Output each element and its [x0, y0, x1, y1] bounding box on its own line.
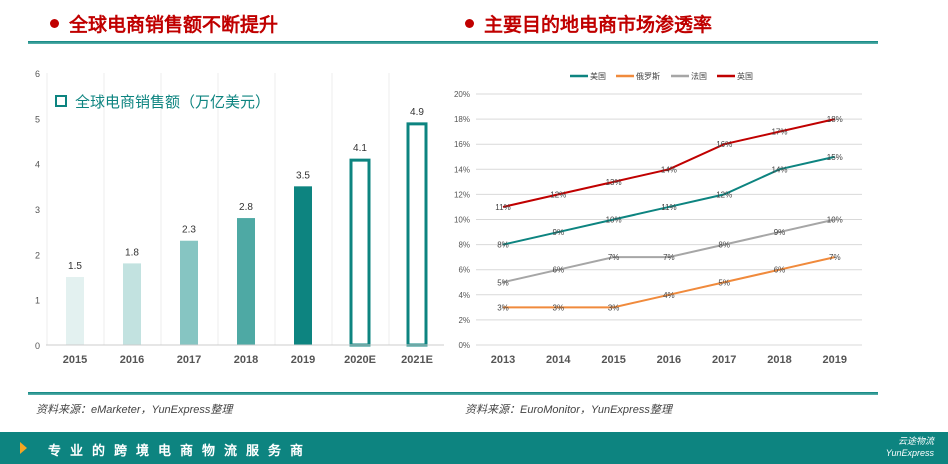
data-label: 9%	[774, 228, 786, 237]
data-label: 10%	[606, 216, 622, 225]
y-tick-label: 14%	[454, 165, 470, 174]
bar	[237, 218, 255, 345]
y-tick-label: 0%	[458, 341, 470, 350]
x-tick-label: 2020E	[344, 354, 376, 366]
data-label: 8%	[497, 241, 509, 250]
y-tick-label: 5	[35, 114, 40, 124]
bar	[66, 277, 84, 345]
y-tick-label: 20%	[454, 90, 470, 99]
bullet-icon	[50, 19, 59, 28]
legend-label: 法国	[691, 71, 707, 81]
data-label: 11%	[661, 203, 676, 212]
data-label: 2.8	[239, 202, 253, 213]
data-label: 12%	[716, 190, 732, 199]
x-tick-label: 2018	[234, 354, 258, 366]
source-left: 资料来源：eMarketer，YunExpress整理	[36, 404, 233, 416]
section-title-sales: 全球电商销售额不断提升	[50, 10, 278, 37]
y-tick-label: 12%	[454, 190, 470, 199]
x-tick-label: 2015	[63, 354, 87, 366]
x-tick-label: 2016	[657, 354, 681, 366]
footer-bar: 专业的跨境电商物流服务商 云途物流 YunExpress	[0, 432, 948, 464]
section-title-text: 全球电商销售额不断提升	[69, 15, 279, 36]
bar	[180, 240, 198, 345]
bar	[349, 158, 371, 347]
data-label: 3%	[608, 303, 620, 312]
data-label: 12%	[550, 190, 566, 199]
legend-square-icon	[55, 95, 67, 107]
x-tick-label: 2019	[291, 354, 315, 366]
data-label: 4%	[663, 291, 675, 300]
data-label: 13%	[606, 178, 622, 187]
y-tick-label: 2	[35, 250, 40, 260]
data-label: 18%	[827, 115, 843, 124]
x-tick-label: 2016	[120, 354, 144, 366]
legend-label: 俄罗斯	[636, 71, 660, 81]
top-divider	[28, 41, 878, 44]
x-tick-label: 2017	[177, 354, 201, 366]
x-tick-label: 2018	[767, 354, 791, 366]
data-label: 8%	[718, 241, 730, 250]
x-tick-label: 2015	[601, 354, 625, 366]
y-tick-label: 3	[35, 205, 40, 215]
y-tick-label: 0	[35, 341, 40, 351]
series-line	[503, 256, 836, 309]
source-right: 资料来源：EuroMonitor，YunExpress整理	[465, 404, 672, 416]
x-tick-label: 2021E	[401, 354, 433, 366]
y-tick-label: 4%	[458, 291, 470, 300]
data-label: 3%	[553, 303, 565, 312]
bullet-icon	[465, 19, 474, 28]
chart-title: 全球电商销售额（万亿美元）	[75, 93, 270, 111]
legend-label: 英国	[737, 71, 753, 81]
x-tick-label: 2014	[546, 354, 571, 366]
data-label: 11%	[495, 203, 510, 212]
data-label: 7%	[829, 253, 841, 262]
charts: 0 1 2 3 4 5 6 1.5 2015 1.8 2016 2.3 2017 2.8 2018 3.5 20…	[35, 69, 862, 366]
data-label: 3.5	[296, 170, 310, 181]
bottom-divider	[28, 392, 878, 395]
y-tick-label: 6%	[458, 266, 470, 275]
data-label: 4.1	[353, 143, 367, 154]
data-label: 6%	[553, 266, 565, 275]
data-label: 5%	[718, 278, 730, 287]
y-tick-label: 16%	[454, 140, 470, 149]
data-label: 10%	[827, 216, 843, 225]
data-label: 14%	[771, 165, 787, 174]
x-tick-label: 2017	[712, 354, 736, 366]
series-line	[502, 155, 836, 246]
bar	[123, 263, 141, 345]
data-label: 7%	[663, 253, 675, 262]
x-tick-label: 2013	[491, 354, 515, 366]
series-line	[502, 218, 836, 284]
data-label: 9%	[553, 228, 565, 237]
slogan: 专业的跨境电商物流服务商	[48, 443, 313, 458]
bar	[294, 186, 312, 345]
data-label: 6%	[774, 266, 786, 275]
data-label: 2.3	[182, 225, 196, 236]
data-label: 3%	[497, 303, 509, 312]
data-label: 5%	[497, 278, 509, 287]
legend-label: 美国	[590, 71, 606, 81]
y-tick-label: 10%	[454, 216, 470, 225]
data-label: 17%	[771, 128, 787, 137]
y-tick-label: 8%	[458, 241, 470, 250]
play-triangle-icon	[20, 442, 27, 454]
data-label: 16%	[716, 140, 732, 149]
series-line	[502, 118, 836, 208]
section-title-text: 主要目的地电商市场渗透率	[484, 15, 713, 36]
bar	[406, 122, 428, 347]
data-label: 1.5	[68, 261, 82, 272]
data-label: 1.8	[125, 247, 139, 258]
data-label: 14%	[661, 165, 677, 174]
section-title-penetration: 主要目的地电商市场渗透率	[465, 10, 712, 37]
y-tick-label: 18%	[454, 115, 470, 124]
data-label: 15%	[827, 153, 843, 162]
data-label: 4.9	[410, 107, 424, 118]
data-label: 7%	[608, 253, 620, 262]
x-tick-label: 2019	[823, 354, 847, 366]
yunexpress-logo: 云途物流 YunExpress	[885, 436, 934, 458]
y-tick-label: 2%	[458, 316, 470, 325]
y-tick-label: 6	[35, 69, 40, 79]
y-tick-label: 1	[35, 296, 40, 306]
y-tick-label: 4	[35, 160, 40, 170]
